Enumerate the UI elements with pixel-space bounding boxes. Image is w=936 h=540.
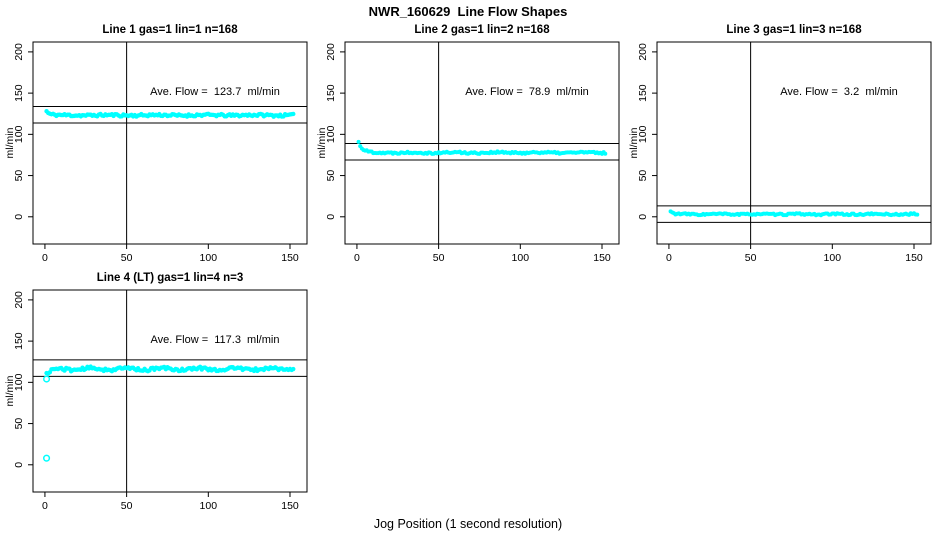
subplot-title: Line 3 gas=1 lin=3 n=168 (726, 24, 862, 36)
plot-box (32, 41, 308, 245)
data-point (915, 212, 920, 217)
x-axis-label: Jog Position (1 second resolution) (373, 517, 563, 531)
ave-flow-annotation: Ave. Flow = 3.2 ml/min (780, 86, 898, 98)
y-tick-label: 200 (13, 291, 25, 309)
outlier-point (43, 454, 51, 462)
y-tick-label: 150 (13, 332, 25, 350)
outlier-point (43, 375, 51, 383)
y-tick-label: 100 (637, 125, 649, 143)
x-tick-label: 0 (42, 252, 48, 264)
y-tick-label: 150 (325, 84, 337, 102)
scatter-plot-line-3: 0 50 100 150 0 50 100 150 200 (637, 41, 932, 264)
y-tick-label: 50 (637, 170, 649, 182)
ave-flow-annotation: Ave. Flow = 78.9 ml/min (465, 86, 589, 98)
subplot-line-1: 0 50 100 150 0 50 100 150 200 Line 1 gas=1 lin=1… (0, 22, 312, 266)
y-tick-label: 200 (637, 43, 649, 61)
x-tick-label: 150 (281, 252, 299, 264)
subplot-title: Line 1 gas=1 lin=1 n=168 (102, 24, 238, 36)
x-tick-label: 100 (200, 500, 218, 512)
main-title: NWR_160629 Line Flow Shapes (368, 4, 568, 19)
ave-flow-annotation: Ave. Flow = 117.3 ml/min (150, 334, 280, 346)
subplot-line-3: 0 50 100 150 0 50 100 150 200 Line 3 gas=1 lin=3… (624, 22, 936, 266)
x-tick-label: 150 (593, 252, 611, 264)
y-tick-label: 200 (13, 43, 25, 61)
y-tick-label: 0 (325, 214, 337, 220)
y-axis-label: ml/min (628, 127, 640, 159)
subplot-title: Line 2 gas=1 lin=2 n=168 (414, 24, 550, 36)
y-tick-label: 0 (13, 462, 25, 468)
y-tick-label: 100 (13, 125, 25, 143)
y-axis-label: ml/min (4, 375, 16, 407)
x-tick-label: 150 (905, 252, 923, 264)
y-tick-label: 100 (325, 125, 337, 143)
y-axis-label: ml/min (316, 127, 328, 159)
subplot-line-4: 0 50 100 150 0 50 100 150 200 Line 4 (LT) gas=1 … (0, 270, 312, 514)
data-point (291, 111, 296, 117)
y-tick-label: 150 (13, 84, 25, 102)
x-tick-label: 50 (433, 252, 445, 264)
y-tick-label: 200 (325, 43, 337, 61)
y-tick-label: 150 (637, 84, 649, 102)
x-tick-label: 0 (666, 252, 672, 264)
x-tick-label: 100 (200, 252, 218, 264)
subplot-line-2: 0 50 100 150 0 50 100 150 200 Line 2 gas=1 lin=2… (312, 22, 624, 266)
y-tick-label: 0 (637, 214, 649, 220)
x-tick-label: 50 (745, 252, 757, 264)
x-tick-label: 0 (42, 500, 48, 512)
scatter-plot-line-4: 0 50 100 150 0 50 100 150 200 (13, 289, 308, 512)
data-point (356, 139, 361, 144)
y-tick-label: 100 (13, 373, 25, 391)
ave-flow-annotation: Ave. Flow = 123.7 ml/min (150, 86, 280, 98)
data-point (603, 151, 608, 156)
y-tick-label: 50 (13, 418, 25, 430)
y-tick-label: 50 (13, 170, 25, 182)
y-tick-label: 0 (13, 214, 25, 220)
plot-box (656, 41, 932, 245)
data-point (291, 366, 296, 372)
plot-box (32, 289, 308, 493)
scatter-plot-line-2: 0 50 100 150 0 50 100 150 200 (325, 41, 620, 264)
x-tick-label: 50 (121, 500, 133, 512)
y-axis-label: ml/min (4, 127, 16, 159)
x-tick-label: 150 (281, 500, 299, 512)
subplot-title: Line 4 (LT) gas=1 lin=4 n=3 (96, 272, 244, 284)
x-tick-label: 100 (824, 252, 842, 264)
x-tick-label: 0 (354, 252, 360, 264)
scatter-plot-line-1: 0 50 100 150 0 50 100 150 200 (13, 41, 308, 264)
x-tick-label: 100 (512, 252, 530, 264)
y-tick-label: 50 (325, 170, 337, 182)
x-tick-label: 50 (121, 252, 133, 264)
